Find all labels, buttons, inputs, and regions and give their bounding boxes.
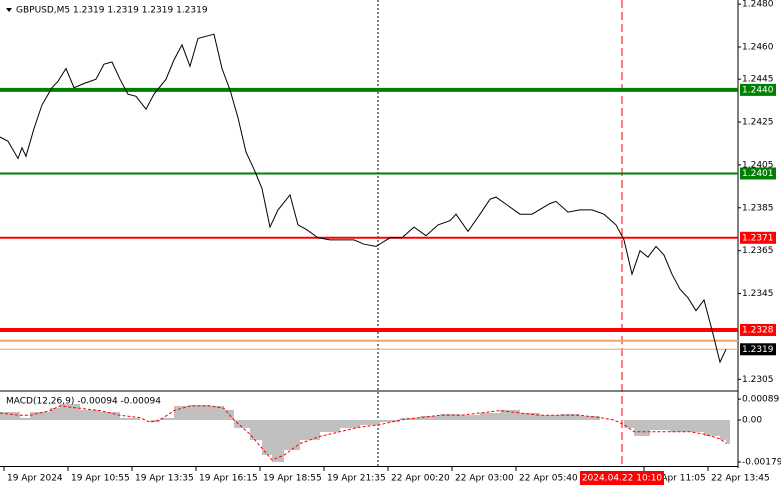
- histogram-bar: [420, 416, 440, 420]
- histogram-bar: [360, 419, 380, 425]
- y-tick-label: 0.00: [742, 415, 762, 425]
- y-tick-label: 1.2385: [742, 203, 774, 213]
- x-tick-label: 19 Apr 10:55: [71, 474, 130, 484]
- histogram-bar: [520, 412, 540, 420]
- level-label: 1.2440: [742, 85, 774, 95]
- x-tick-label: 22 Apr 03:00: [455, 474, 514, 484]
- histogram-bar: [284, 419, 300, 451]
- histogram-bar: [726, 419, 730, 444]
- histogram-bar: [650, 419, 670, 431]
- x-tick-label: 22 Apr 13:45: [711, 474, 770, 484]
- x-tick-label: 19 Apr 13:35: [135, 474, 194, 484]
- y-tick-label: 1.2305: [742, 375, 774, 385]
- x-tick-label: 19 Apr 16:15: [199, 474, 258, 484]
- y-tick-label: 0.00089: [742, 395, 779, 405]
- level-label-box: [740, 167, 776, 180]
- level-label-box: [740, 231, 776, 244]
- histogram-bar: [720, 419, 726, 440]
- cursor-label: 2024.04.22 10:10: [582, 474, 663, 484]
- histogram-bar: [150, 419, 160, 423]
- histogram-bar: [320, 419, 340, 432]
- price-label-box: [740, 343, 776, 356]
- x-tick-label: 22 Apr 11:05: [647, 474, 706, 484]
- level-label-box: [740, 323, 776, 336]
- histogram-bar: [262, 419, 272, 455]
- indicator-title: MACD(12,26,9) -0.00094 -0.00094: [6, 397, 161, 407]
- level-label: 1.2401: [742, 169, 774, 179]
- histogram-bar: [224, 409, 234, 420]
- histogram-bar: [0, 412, 20, 420]
- chart-title: GBPUSD,M5 1.2319 1.2319 1.2319 1.2319: [16, 6, 208, 16]
- histogram-bar: [580, 416, 600, 420]
- histogram-bar: [480, 412, 500, 420]
- histogram-bar: [500, 409, 520, 420]
- price-line: [0, 33, 727, 364]
- x-tick-label: 19 Apr 21:35: [327, 474, 386, 484]
- histogram-bar: [210, 405, 224, 420]
- histogram-bar: [120, 417, 140, 420]
- histogram-bar: [190, 404, 210, 420]
- signal-line: [0, 405, 727, 461]
- x-tick-label: 19 Apr 18:55: [263, 474, 322, 484]
- histogram-bar: [20, 417, 30, 420]
- y-tick-label: 1.2425: [742, 118, 774, 128]
- histogram-bar: [624, 419, 634, 428]
- y-tick-label: 1.2480: [742, 0, 774, 10]
- histogram-bar: [160, 417, 174, 420]
- histogram-bar: [300, 419, 320, 440]
- histogram-bar: [30, 412, 50, 420]
- y-tick-label: 1.2345: [742, 289, 774, 299]
- histogram-bar: [670, 419, 690, 432]
- level-label: 1.2371: [742, 233, 774, 243]
- price-label: 1.2319: [742, 345, 774, 355]
- histogram-bar: [704, 419, 720, 436]
- histogram-bar: [440, 413, 460, 420]
- y-tick-label: 1.2405: [742, 160, 774, 170]
- histogram-bar: [272, 419, 284, 463]
- histogram-bar: [400, 417, 420, 420]
- x-tick-label: 22 Apr 00:20: [391, 474, 450, 484]
- x-tick-label: 19 Apr 2024: [7, 474, 63, 484]
- level-label: 1.2328: [742, 325, 774, 335]
- collapse-icon: [6, 8, 12, 12]
- histogram-bar: [380, 419, 400, 423]
- y-tick-label: 1.2445: [742, 75, 774, 85]
- histogram-bar: [540, 415, 560, 420]
- histogram-bar: [560, 413, 580, 420]
- histogram-bar: [234, 419, 250, 428]
- histogram-bar: [80, 409, 100, 420]
- histogram-bar: [634, 419, 650, 436]
- histogram-bar: [174, 405, 190, 420]
- histogram-bar: [340, 419, 360, 428]
- cursor-label-box: [580, 471, 664, 485]
- y-tick-label: 1.2460: [742, 43, 774, 53]
- x-tick-label: 22 Apr 05:40: [519, 474, 578, 484]
- histogram-bar: [250, 419, 262, 440]
- y-tick-label: -0.00179: [742, 458, 781, 468]
- level-label-box: [740, 83, 776, 96]
- y-tick-label: 1.2365: [742, 246, 774, 256]
- histogram-bar: [100, 412, 120, 420]
- histogram-bar: [690, 419, 704, 432]
- histogram-bar: [460, 415, 480, 420]
- histogram-bar: [50, 408, 60, 420]
